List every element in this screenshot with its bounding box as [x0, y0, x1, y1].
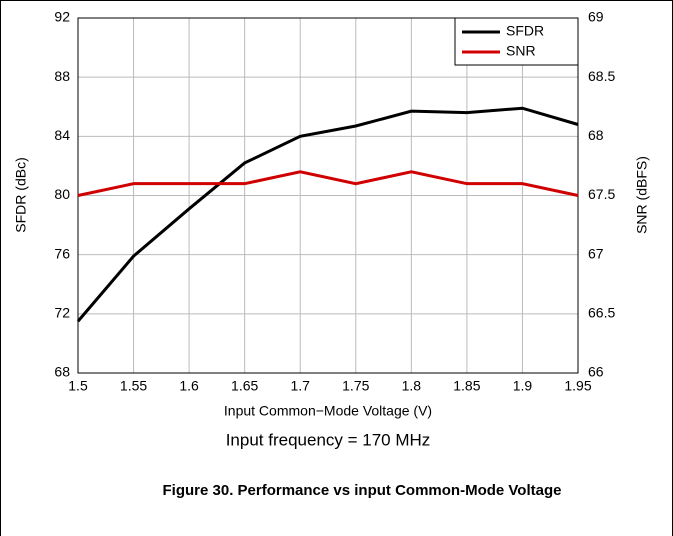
- x-tick-label: 1.75: [342, 378, 369, 394]
- y-tick-label: 72: [54, 305, 70, 321]
- y2-tick-label: 66.5: [588, 305, 615, 321]
- series-line: [77, 170, 579, 197]
- x-tick-label: 1.6: [179, 378, 199, 394]
- y2-tick-label: 68: [588, 127, 604, 143]
- y2-axis-label: SNR (dBFS): [634, 156, 650, 234]
- annotation: Input frequency = 170 MHz: [226, 430, 431, 449]
- y-tick-label: 92: [54, 9, 70, 25]
- legend-box: [454, 17, 579, 66]
- x-tick-label: 1.85: [453, 378, 480, 394]
- x-tick-label: 1.65: [231, 378, 258, 394]
- caption: Figure 30. Performance vs input Common-M…: [163, 482, 562, 499]
- legend-label: SFDR: [506, 23, 544, 39]
- y-tick-label: 80: [54, 186, 70, 202]
- y2-tick-label: 67: [588, 245, 604, 261]
- series-line: [76, 106, 579, 323]
- x-tick-label: 1.7: [290, 378, 310, 394]
- y-axis-label: SFDR (dBc): [13, 157, 29, 232]
- y-tick-label: 84: [54, 127, 70, 143]
- y2-tick-label: 68.5: [588, 68, 615, 84]
- x-tick-label: 1.5: [68, 378, 88, 394]
- y-tick-label: 68: [54, 364, 70, 380]
- y2-tick-label: 67.5: [588, 186, 615, 202]
- y-tick-label: 76: [54, 245, 70, 261]
- y2-tick-label: 69: [588, 9, 604, 25]
- x-tick-label: 1.9: [513, 378, 533, 394]
- y-tick-label: 88: [54, 68, 70, 84]
- y2-tick-label: 66: [588, 364, 604, 380]
- legend-label: SNR: [506, 43, 536, 59]
- x-tick-label: 1.8: [402, 378, 422, 394]
- x-tick-label: 1.55: [120, 378, 147, 394]
- x-tick-label: 1.95: [564, 378, 591, 394]
- x-axis-label: Input Common−Mode Voltage (V): [224, 403, 432, 419]
